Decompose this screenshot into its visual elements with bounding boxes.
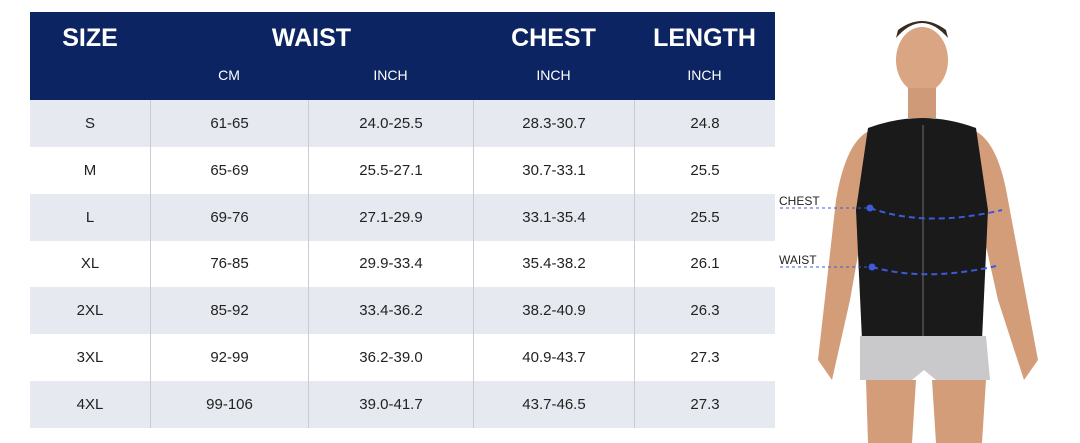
table-cell: 92-99 — [150, 334, 308, 382]
table-cell: 26.1 — [634, 240, 775, 288]
table-cell: 30.7-33.1 — [473, 146, 634, 194]
table-cell: 35.4-38.2 — [473, 240, 634, 288]
table-cell: 65-69 — [150, 146, 308, 194]
chest-label: CHEST — [779, 194, 820, 208]
table-cell: 27.3 — [634, 334, 775, 382]
column-header: LENGTH — [653, 23, 756, 52]
table-cell: 27.3 — [634, 381, 775, 428]
table-row — [30, 193, 775, 241]
table-cell: 26.3 — [634, 287, 775, 335]
table-cell: 33.1-35.4 — [473, 193, 634, 241]
table-cell: 76-85 — [150, 240, 308, 288]
table-cell: M — [83, 161, 97, 179]
column-header: WAIST — [271, 23, 352, 52]
table-row — [30, 240, 775, 288]
chest-dot — [866, 204, 874, 212]
table-cell: 39.0-41.7 — [308, 381, 473, 428]
table-cell: 25.5 — [634, 193, 775, 241]
table-cell: 2XL — [76, 302, 104, 320]
table-cell: 40.9-43.7 — [473, 334, 634, 382]
table-cell: 28.3-30.7 — [473, 100, 634, 147]
table-cell: 27.1-29.9 — [308, 193, 473, 241]
left-arm — [818, 130, 871, 380]
table-cell: 24.0-25.5 — [308, 100, 473, 147]
column-subheader: CM — [218, 67, 240, 83]
column-subheader: INCH — [373, 67, 408, 83]
waist-label: WAIST — [779, 253, 817, 267]
waist-line — [871, 265, 997, 276]
column-subheader: INCH — [687, 67, 722, 83]
table-cell: 33.4-36.2 — [308, 287, 473, 335]
table-cell: XL — [80, 255, 100, 273]
table-cell: 61-65 — [150, 100, 308, 147]
shorts — [860, 336, 990, 380]
table-cell: 99-106 — [150, 381, 308, 428]
table-cell: 69-76 — [150, 193, 308, 241]
waist-dot — [868, 263, 876, 271]
neck — [908, 88, 936, 118]
hair — [896, 21, 948, 38]
table-cell: 36.2-39.0 — [308, 334, 473, 382]
table-row — [30, 334, 775, 382]
table-row — [30, 287, 775, 335]
table-cell: S — [84, 114, 95, 132]
table-cell: L — [85, 208, 95, 226]
table-cell: 43.7-46.5 — [473, 381, 634, 428]
column-header: SIZE — [62, 23, 118, 52]
column-subheader: INCH — [536, 67, 571, 83]
table-row — [30, 381, 775, 428]
table-row — [30, 146, 775, 194]
table-cell: 24.8 — [634, 100, 775, 147]
right-arm — [973, 130, 1038, 380]
table-header — [30, 12, 775, 100]
model-figure: CHEST WAIST — [779, 21, 1038, 443]
table-cell: 85-92 — [150, 287, 308, 335]
head — [896, 27, 948, 93]
table-cell: 4XL — [76, 396, 104, 414]
size-table: SIZE WAIST CHEST LENGTH CM INCH INCH INCH S 61-65… — [30, 12, 775, 428]
table-cell: 29.9-33.4 — [308, 240, 473, 288]
column-header: CHEST — [511, 23, 596, 52]
legs — [866, 380, 986, 443]
chest-line — [869, 207, 1003, 220]
table-cell: 25.5 — [634, 146, 775, 194]
table-row — [30, 100, 775, 147]
table-cell: 25.5-27.1 — [308, 146, 473, 194]
table-cell: 38.2-40.9 — [473, 287, 634, 335]
table-cell: 3XL — [76, 349, 104, 367]
